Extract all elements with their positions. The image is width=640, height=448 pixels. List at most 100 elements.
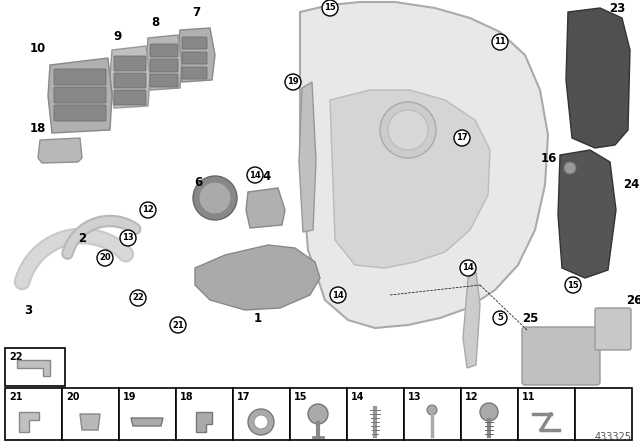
Text: 14: 14 <box>462 263 474 272</box>
Bar <box>176 388 233 440</box>
FancyBboxPatch shape <box>114 56 146 71</box>
Circle shape <box>140 202 156 218</box>
Text: 5: 5 <box>497 314 503 323</box>
Text: 17: 17 <box>456 134 468 142</box>
Polygon shape <box>19 412 39 432</box>
Text: 11: 11 <box>494 38 506 47</box>
Circle shape <box>492 34 508 50</box>
Circle shape <box>493 311 507 325</box>
Circle shape <box>564 162 576 174</box>
FancyBboxPatch shape <box>54 87 106 103</box>
Text: 433325: 433325 <box>595 432 632 442</box>
FancyBboxPatch shape <box>182 67 207 79</box>
Circle shape <box>97 250 113 266</box>
Polygon shape <box>195 245 320 310</box>
Polygon shape <box>566 8 630 148</box>
Bar <box>233 388 290 440</box>
Polygon shape <box>558 150 616 278</box>
Bar <box>404 388 461 440</box>
Text: 14: 14 <box>249 171 261 180</box>
Polygon shape <box>178 28 215 82</box>
Circle shape <box>193 176 237 220</box>
Text: 18: 18 <box>30 121 46 134</box>
Polygon shape <box>463 272 480 368</box>
Polygon shape <box>146 35 182 90</box>
Text: 13: 13 <box>122 233 134 242</box>
Bar <box>62 388 119 440</box>
FancyBboxPatch shape <box>595 308 631 350</box>
Circle shape <box>427 405 437 415</box>
FancyBboxPatch shape <box>522 327 600 385</box>
Text: 21: 21 <box>9 392 22 402</box>
Circle shape <box>380 102 436 158</box>
Text: 16: 16 <box>541 151 557 164</box>
Text: 3: 3 <box>24 303 32 316</box>
Circle shape <box>130 290 146 306</box>
Circle shape <box>248 409 274 435</box>
Text: 21: 21 <box>172 320 184 329</box>
Text: 19: 19 <box>123 392 136 402</box>
Bar <box>5 348 65 386</box>
Text: 11: 11 <box>522 392 536 402</box>
Text: 12: 12 <box>465 392 479 402</box>
Text: 14: 14 <box>332 290 344 300</box>
Text: 13: 13 <box>408 392 422 402</box>
Polygon shape <box>48 58 112 133</box>
Polygon shape <box>110 46 150 108</box>
FancyBboxPatch shape <box>54 105 106 121</box>
Text: 9: 9 <box>113 30 121 43</box>
Circle shape <box>322 0 338 16</box>
FancyBboxPatch shape <box>114 73 146 88</box>
FancyBboxPatch shape <box>182 37 207 49</box>
Polygon shape <box>330 90 490 268</box>
Circle shape <box>454 130 470 146</box>
Text: 15: 15 <box>567 280 579 289</box>
Text: 20: 20 <box>99 254 111 263</box>
Circle shape <box>199 182 231 214</box>
Polygon shape <box>196 412 212 432</box>
Text: 15: 15 <box>324 4 336 13</box>
Circle shape <box>330 287 346 303</box>
Polygon shape <box>131 418 163 426</box>
Text: 25: 25 <box>522 311 538 324</box>
Bar <box>290 388 347 440</box>
Bar <box>518 388 575 440</box>
Circle shape <box>480 403 498 421</box>
Circle shape <box>254 415 268 429</box>
FancyBboxPatch shape <box>150 59 178 72</box>
FancyBboxPatch shape <box>182 52 207 64</box>
Circle shape <box>247 167 263 183</box>
Text: 26: 26 <box>626 293 640 306</box>
Circle shape <box>170 317 186 333</box>
Text: 10: 10 <box>30 42 46 55</box>
Text: 24: 24 <box>623 178 639 191</box>
Circle shape <box>460 260 476 276</box>
Polygon shape <box>300 2 548 328</box>
Text: 1: 1 <box>254 311 262 324</box>
Text: 12: 12 <box>142 206 154 215</box>
Text: 23: 23 <box>609 1 625 14</box>
Circle shape <box>565 277 581 293</box>
Text: 18: 18 <box>180 392 194 402</box>
Text: 22: 22 <box>132 293 144 302</box>
Circle shape <box>120 230 136 246</box>
Text: 8: 8 <box>151 16 159 29</box>
FancyBboxPatch shape <box>114 90 146 105</box>
Bar <box>5 388 62 440</box>
Text: 17: 17 <box>237 392 250 402</box>
Polygon shape <box>80 414 100 430</box>
Circle shape <box>308 404 328 424</box>
Text: 6: 6 <box>194 177 202 190</box>
Polygon shape <box>38 138 82 163</box>
FancyBboxPatch shape <box>54 69 106 85</box>
Text: 19: 19 <box>287 78 299 86</box>
Polygon shape <box>17 360 50 376</box>
Bar <box>575 388 632 440</box>
Bar <box>119 388 176 440</box>
Text: 4: 4 <box>263 171 271 184</box>
FancyBboxPatch shape <box>150 44 178 57</box>
Text: 15: 15 <box>294 392 307 402</box>
Bar <box>347 388 404 440</box>
Bar <box>461 388 518 440</box>
Text: 7: 7 <box>192 7 200 20</box>
